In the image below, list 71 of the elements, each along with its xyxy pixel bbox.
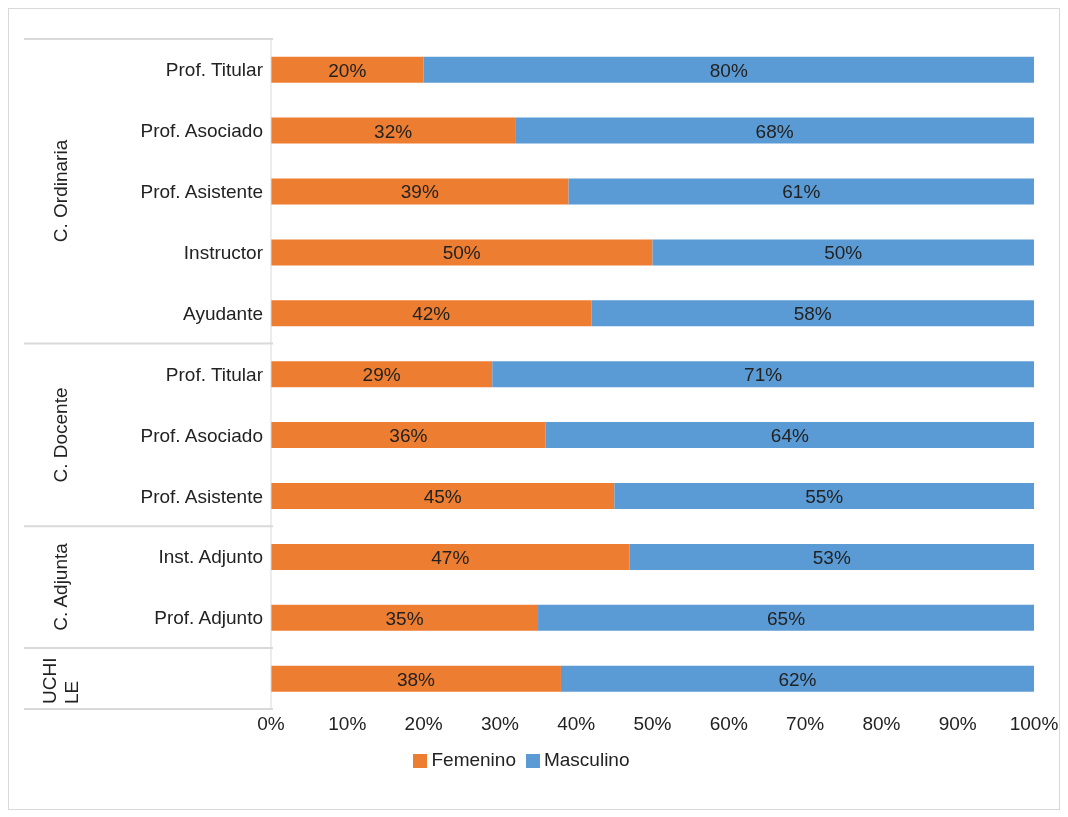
y-tick-label: Instructor [183,241,264,263]
bar [652,239,1034,266]
bar [271,422,546,449]
bar [271,300,592,327]
bar [271,665,561,692]
bar [629,543,1034,570]
data-label: 62% [778,668,817,690]
text: UCHILE [39,656,83,704]
x-tick-label: 0% [257,713,285,735]
bar [271,178,569,205]
bar [271,239,653,266]
data-label: 55% [805,486,844,508]
text: C. Ordinaria [50,140,72,243]
x-tick-label: 30% [480,713,520,735]
text: C. Docente [50,387,72,483]
bar [271,56,424,83]
bar [560,665,1034,692]
bar [614,483,1034,510]
data-label: 71% [744,364,783,386]
y-tick-label: Prof. Asociado [140,120,263,142]
x-tick-label: 100% [1009,713,1059,735]
x-tick-label: 80% [862,713,901,735]
x-tick-label: 10% [328,713,367,735]
data-label: 53% [812,546,851,568]
bar [271,604,539,631]
bar [271,483,615,510]
y-tick-label: Inst. Adjunto [158,546,263,568]
data-label: 50% [442,242,481,264]
data-label: 45% [423,486,462,508]
x-tick-label: 90% [938,713,977,735]
data-label: 20% [328,59,367,81]
x-tick-label: 60% [709,713,748,735]
bar [271,361,493,388]
data-label: 68% [755,120,794,142]
x-tick-label: 40% [557,713,596,735]
data-label: 65% [767,607,806,629]
data-label: 50% [824,242,863,264]
bar [423,56,1034,83]
data-label: 39% [400,181,439,203]
data-label: 80% [709,59,748,81]
bar [271,117,516,144]
data-label: 58% [793,303,832,325]
data-label: 61% [782,181,821,203]
data-label: 29% [362,364,401,386]
y-tick-label: Prof. Adjunto [154,607,263,629]
data-label: 32% [374,120,413,142]
y-tick-label: Prof. Titular [165,59,264,81]
legend-label: Femenino [431,749,516,770]
data-label: 38% [396,668,436,690]
y-tick-label: Prof. Asistente [140,181,263,203]
data-label: 35% [385,607,424,629]
bar [568,178,1034,205]
bar [492,361,1034,388]
x-tick-label: 20% [404,713,443,735]
data-label: 36% [389,425,428,447]
legend-label: Masculino [543,749,630,770]
data-label: 47% [431,546,470,568]
data-label: 42% [412,303,451,325]
bar [538,604,1034,631]
y-tick-label: Prof. Asociado [140,424,263,446]
bar [271,543,630,570]
bar [591,300,1034,327]
y-tick-label: Prof. Titular [165,363,264,385]
bar [545,422,1034,449]
x-tick-label: 50% [633,713,672,735]
y-tick-label: Ayudante [183,302,263,324]
x-tick-label: 70% [786,713,825,735]
bar [515,117,1034,144]
text: C. Adjunta [50,543,72,632]
data-label: 64% [770,425,809,447]
y-tick-label: Prof. Asistente [140,485,263,507]
